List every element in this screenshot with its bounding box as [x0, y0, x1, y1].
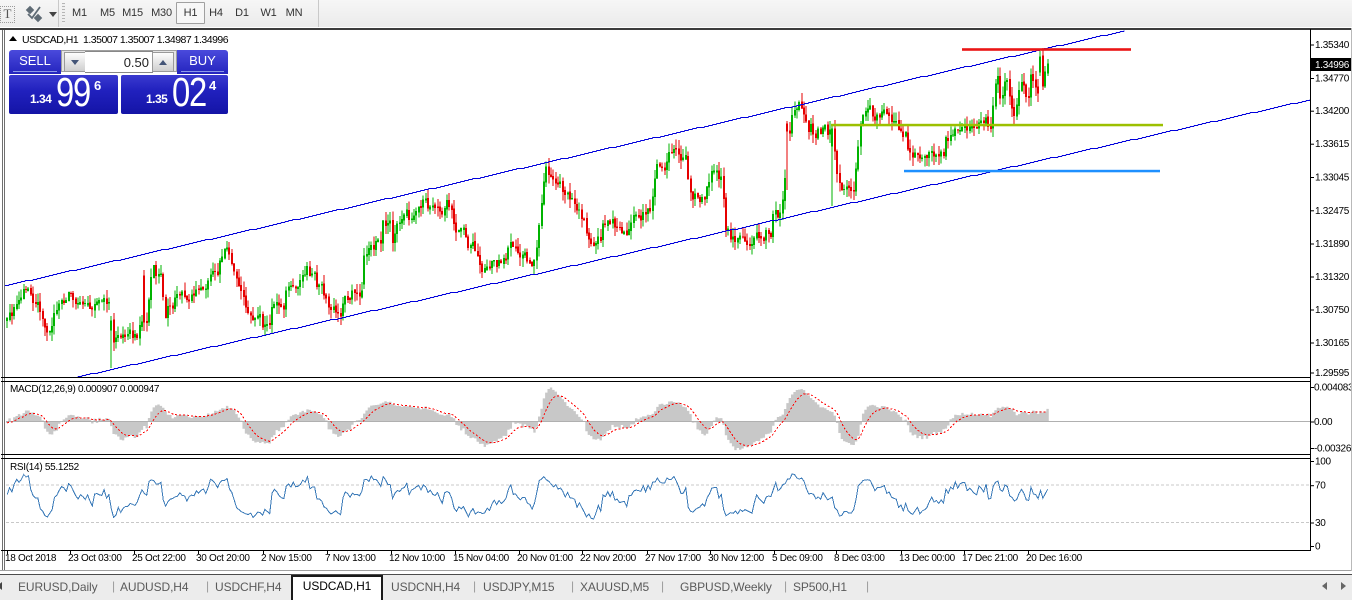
svg-text:1.34200: 1.34200: [1315, 106, 1350, 117]
svg-text:25 Oct 22:00: 25 Oct 22:00: [132, 553, 186, 564]
svg-text:7 Nov 13:00: 7 Nov 13:00: [325, 553, 376, 564]
svg-text:1.34996: 1.34996: [1315, 60, 1350, 71]
svg-text:1.34770: 1.34770: [1315, 74, 1350, 85]
svg-text:1.32475: 1.32475: [1315, 206, 1350, 217]
svg-text:70: 70: [1315, 481, 1326, 492]
svg-text:12 Nov 10:00: 12 Nov 10:00: [389, 553, 446, 564]
svg-text:RSI(14) 55.1252: RSI(14) 55.1252: [10, 462, 80, 473]
svg-text:100: 100: [1315, 457, 1332, 468]
svg-text:0.004083: 0.004083: [1314, 383, 1352, 394]
svg-text:15 Nov 04:00: 15 Nov 04:00: [453, 553, 510, 564]
svg-text:27 Nov 17:00: 27 Nov 17:00: [645, 553, 702, 564]
svg-text:MACD(12,26,9) 0.000907 0.00094: MACD(12,26,9) 0.000907 0.000947: [10, 384, 160, 395]
svg-text:1.30750: 1.30750: [1315, 305, 1350, 316]
svg-text:17 Dec 21:00: 17 Dec 21:00: [962, 553, 1019, 564]
svg-text:18 Oct 2018: 18 Oct 2018: [5, 553, 57, 564]
svg-text:23 Oct 03:00: 23 Oct 03:00: [68, 553, 122, 564]
svg-text:30: 30: [1315, 518, 1326, 529]
svg-text:8 Dec 03:00: 8 Dec 03:00: [834, 553, 885, 564]
svg-text:-0.003262: -0.003262: [1314, 444, 1352, 455]
svg-text:1.31320: 1.31320: [1315, 272, 1350, 283]
svg-text:30 Nov 12:00: 30 Nov 12:00: [708, 553, 765, 564]
svg-text:1.31890: 1.31890: [1315, 239, 1350, 250]
svg-text:1.33045: 1.33045: [1315, 173, 1350, 184]
svg-text:20 Dec 16:00: 20 Dec 16:00: [1026, 553, 1083, 564]
svg-text:1.35340: 1.35340: [1315, 40, 1350, 51]
svg-text:5 Dec 09:00: 5 Dec 09:00: [772, 553, 823, 564]
svg-text:20 Nov 01:00: 20 Nov 01:00: [517, 553, 574, 564]
svg-text:22 Nov 20:00: 22 Nov 20:00: [580, 553, 637, 564]
svg-text:1.33615: 1.33615: [1315, 139, 1350, 150]
svg-text:13 Dec 00:00: 13 Dec 00:00: [899, 553, 956, 564]
svg-text:1.29595: 1.29595: [1315, 368, 1350, 379]
svg-text:1.30165: 1.30165: [1315, 338, 1350, 349]
svg-text:2 Nov 15:00: 2 Nov 15:00: [261, 553, 312, 564]
svg-text:0: 0: [1315, 542, 1321, 553]
svg-text:30 Oct 20:00: 30 Oct 20:00: [196, 553, 250, 564]
svg-text:0.00: 0.00: [1314, 417, 1333, 428]
